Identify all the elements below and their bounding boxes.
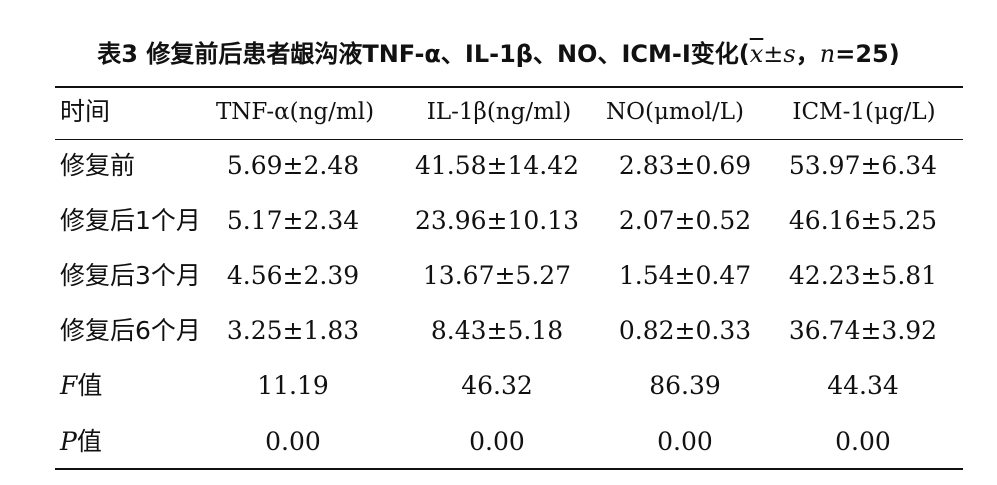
cell-icm: 0.00 xyxy=(835,427,891,456)
caption-mean-symbol: x xyxy=(749,40,764,68)
stat-suffix: 值 xyxy=(77,371,103,400)
cell-il1b: 23.96±10.13 xyxy=(414,206,580,235)
stat-symbol: F xyxy=(60,371,78,400)
caption-sd-symbol: ±s xyxy=(763,40,796,68)
cell-tnf: 4.56±2.39 xyxy=(226,261,360,290)
table-row: 修复后3个月 4.56±2.39 13.67±5.27 1.54±0.47 42… xyxy=(0,256,997,296)
table-top-rule xyxy=(55,86,963,88)
cell-tnf: 3.25±1.83 xyxy=(226,316,360,345)
cell-il1b: 0.00 xyxy=(469,427,525,456)
stat-suffix: 值 xyxy=(76,427,102,456)
row-label: P值 xyxy=(60,422,102,462)
cell-tnf: 11.19 xyxy=(257,371,329,400)
table-caption: 表3 修复前后患者龈沟液TNF-α、IL-1β、NO、ICM-Ⅰ变化(x±s，n… xyxy=(0,34,997,74)
table-row-f-value: F值 11.19 46.32 86.39 44.34 xyxy=(0,366,997,406)
cell-tnf: 5.17±2.34 xyxy=(226,206,360,235)
cell-icm: 46.16±5.25 xyxy=(788,206,938,235)
header-time: 时间 xyxy=(60,97,111,126)
cell-il1b: 8.43±5.18 xyxy=(430,316,564,345)
header-no: NO(μmol/L) xyxy=(606,99,744,125)
cell-icm: 42.23±5.81 xyxy=(788,261,938,290)
table-row: 修复后1个月 5.17±2.34 23.96±10.13 2.07±0.52 4… xyxy=(0,201,997,241)
row-label: 修复后3个月 xyxy=(60,261,201,290)
cell-icm: 44.34 xyxy=(827,371,899,400)
row-label: 修复后6个月 xyxy=(60,316,201,345)
table-bottom-rule xyxy=(55,468,963,470)
caption-text: 表3 修复前后患者龈沟液TNF-α、IL-1β、NO、ICM-Ⅰ变化( xyxy=(97,40,750,68)
header-il1b: IL-1β(ng/ml) xyxy=(426,99,572,125)
cell-il1b: 46.32 xyxy=(461,371,533,400)
cell-icm: 53.97±6.34 xyxy=(788,151,938,180)
caption-n-symbol: n xyxy=(819,40,836,68)
caption-n-value: =25) xyxy=(835,40,900,68)
caption-separator: ， xyxy=(795,40,820,68)
cell-il1b: 13.67±5.27 xyxy=(422,261,572,290)
cell-il1b: 41.58±14.42 xyxy=(414,151,580,180)
row-label: 修复前 xyxy=(60,151,136,180)
row-label: 修复后1个月 xyxy=(60,206,201,235)
cell-no: 2.83±0.69 xyxy=(618,151,752,180)
cell-tnf: 5.69±2.48 xyxy=(226,151,360,180)
cell-no: 0.82±0.33 xyxy=(618,316,752,345)
table-row-p-value: P值 0.00 0.00 0.00 0.00 xyxy=(0,422,997,462)
table-header-rule xyxy=(55,139,963,140)
cell-no: 0.00 xyxy=(657,427,713,456)
cell-icm: 36.74±3.92 xyxy=(788,316,938,345)
table-row: 修复前 5.69±2.48 41.58±14.42 2.83±0.69 53.9… xyxy=(0,146,997,186)
row-label: F值 xyxy=(60,366,102,406)
cell-no: 1.54±0.47 xyxy=(618,261,752,290)
cell-no: 2.07±0.52 xyxy=(618,206,752,235)
stat-symbol: P xyxy=(60,427,77,456)
cell-no: 86.39 xyxy=(649,371,721,400)
cell-tnf: 0.00 xyxy=(265,427,321,456)
header-icm: ICM-1(μg/L) xyxy=(792,99,936,125)
table-header-row: 时间 TNF-α(ng/ml) IL-1β(ng/ml) NO(μmol/L) … xyxy=(0,92,997,132)
table-row: 修复后6个月 3.25±1.83 8.43±5.18 0.82±0.33 36.… xyxy=(0,311,997,351)
header-tnf: TNF-α(ng/ml) xyxy=(215,99,375,125)
